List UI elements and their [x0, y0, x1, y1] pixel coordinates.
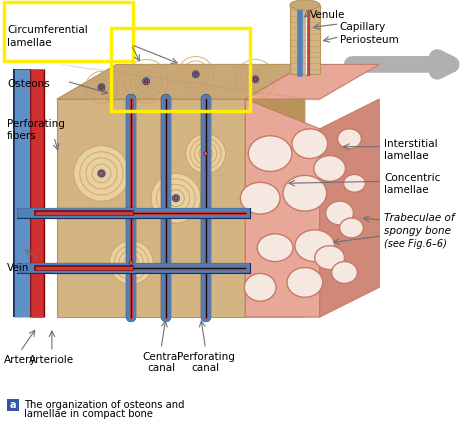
Circle shape	[151, 173, 201, 223]
Bar	[4, 2, 133, 61]
Text: lamellae: lamellae	[7, 37, 52, 48]
Circle shape	[173, 195, 179, 202]
Circle shape	[109, 241, 153, 284]
Polygon shape	[57, 99, 246, 317]
Text: spongy bone: spongy bone	[384, 226, 451, 236]
Ellipse shape	[344, 174, 365, 192]
Circle shape	[204, 152, 208, 155]
Circle shape	[254, 77, 257, 81]
Polygon shape	[246, 64, 379, 99]
Ellipse shape	[240, 182, 280, 214]
Text: Central: Central	[142, 352, 180, 362]
Ellipse shape	[244, 274, 276, 301]
Text: Perforating: Perforating	[7, 119, 65, 129]
Ellipse shape	[287, 267, 323, 297]
Text: Concentric: Concentric	[384, 173, 440, 184]
Circle shape	[186, 134, 226, 173]
Circle shape	[128, 259, 135, 266]
Text: The organization of osteons and: The organization of osteons and	[24, 400, 184, 410]
Circle shape	[194, 72, 198, 76]
Circle shape	[252, 76, 259, 83]
Polygon shape	[246, 64, 305, 317]
Text: fibers: fibers	[7, 131, 37, 141]
Text: Circumferential: Circumferential	[7, 25, 88, 35]
Circle shape	[143, 78, 150, 85]
Polygon shape	[320, 99, 379, 317]
Text: Artery: Artery	[4, 355, 36, 365]
Circle shape	[129, 261, 133, 264]
Bar	[290, 5, 320, 75]
Ellipse shape	[326, 201, 354, 225]
Ellipse shape	[248, 136, 292, 171]
Circle shape	[98, 170, 105, 177]
Ellipse shape	[290, 0, 320, 10]
Text: Perforating: Perforating	[177, 352, 235, 362]
Circle shape	[174, 196, 178, 200]
Bar	[111, 28, 250, 111]
Text: lamellae: lamellae	[384, 185, 429, 195]
Circle shape	[202, 150, 209, 157]
Bar	[7, 400, 19, 411]
Ellipse shape	[339, 218, 364, 238]
Circle shape	[145, 80, 148, 83]
Ellipse shape	[314, 156, 346, 181]
Ellipse shape	[283, 176, 327, 211]
Circle shape	[192, 71, 199, 78]
Text: Trabeculae of: Trabeculae of	[384, 213, 455, 223]
Ellipse shape	[332, 261, 357, 283]
Text: Interstitial: Interstitial	[384, 139, 438, 149]
Polygon shape	[246, 99, 320, 317]
Ellipse shape	[315, 246, 345, 269]
Text: Venule: Venule	[310, 10, 345, 20]
Text: (see Fig.6–6): (see Fig.6–6)	[384, 239, 447, 249]
Ellipse shape	[295, 230, 335, 261]
Circle shape	[98, 84, 105, 91]
Text: canal: canal	[191, 362, 220, 373]
Polygon shape	[57, 64, 305, 99]
Circle shape	[100, 172, 103, 175]
Text: Vein: Vein	[7, 263, 30, 272]
Text: canal: canal	[147, 362, 175, 373]
Text: a: a	[10, 400, 17, 410]
Text: lamellae in compact bone: lamellae in compact bone	[24, 409, 153, 419]
Ellipse shape	[337, 129, 361, 149]
Text: Periosteum: Periosteum	[339, 35, 398, 45]
Text: Osteons: Osteons	[7, 79, 50, 89]
Circle shape	[100, 85, 103, 89]
Text: lamellae: lamellae	[384, 151, 429, 161]
Ellipse shape	[257, 234, 293, 261]
Ellipse shape	[292, 129, 328, 159]
Text: Capillary: Capillary	[339, 22, 386, 32]
Text: Arteriole: Arteriole	[29, 355, 74, 365]
Circle shape	[74, 146, 129, 201]
